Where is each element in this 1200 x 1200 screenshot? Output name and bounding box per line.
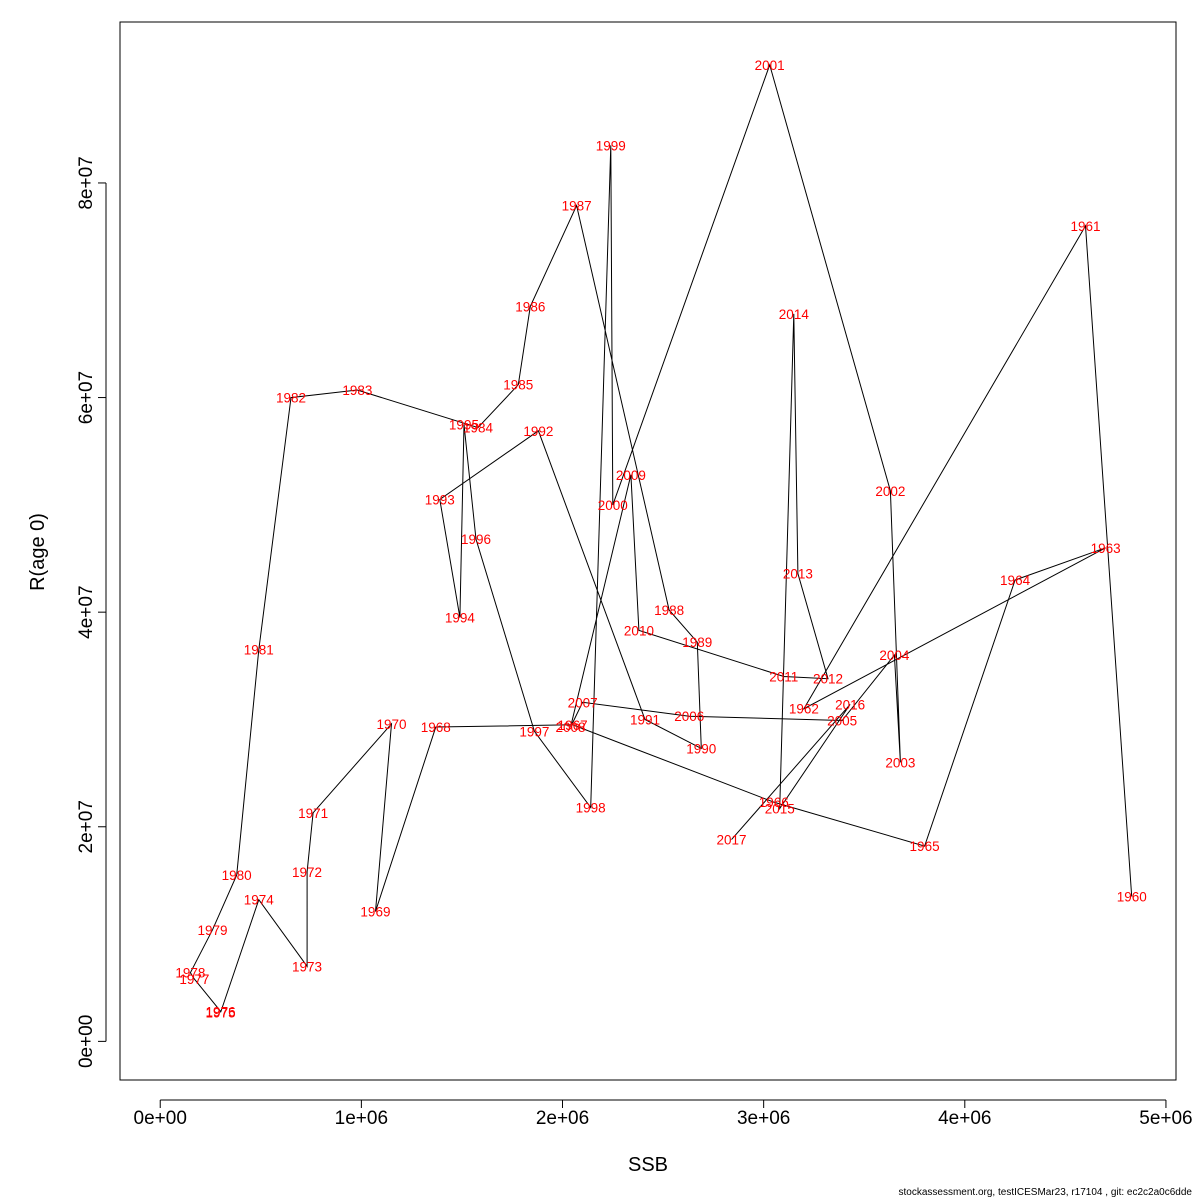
- year-label-1999: 1999: [596, 138, 626, 153]
- recruitment-trajectory-line: [189, 63, 1133, 1013]
- year-label-2012: 2012: [813, 672, 843, 687]
- year-label-1993: 1993: [425, 492, 455, 507]
- year-label-1980: 1980: [222, 868, 252, 883]
- year-label-1985: 1985: [503, 378, 533, 393]
- year-label-1984: 1984: [463, 421, 494, 436]
- year-label-1988: 1988: [654, 603, 684, 618]
- year-label-1969: 1969: [360, 905, 390, 920]
- year-label-1970: 1970: [377, 717, 407, 732]
- year-label-2013: 2013: [783, 567, 813, 582]
- year-label-1979: 1979: [198, 923, 228, 938]
- year-label-2001: 2001: [755, 58, 785, 73]
- year-label-2009: 2009: [616, 468, 646, 483]
- year-label-1981: 1981: [244, 643, 274, 658]
- year-label-1998: 1998: [576, 800, 606, 815]
- year-label-2010: 2010: [624, 623, 654, 638]
- year-label-2003: 2003: [885, 755, 915, 770]
- year-label-1977: 1977: [179, 972, 209, 987]
- year-label-1976: 1976: [206, 1004, 236, 1019]
- year-label-1994: 1994: [445, 611, 476, 626]
- year-label-2004: 2004: [879, 648, 910, 663]
- plot-frame: [119, 21, 1177, 1081]
- year-label-2015: 2015: [765, 802, 795, 817]
- year-label-2007: 2007: [568, 695, 598, 710]
- x-axis-title: SSB: [628, 1154, 668, 1176]
- year-label-2005: 2005: [827, 714, 857, 729]
- y-tick-label: 4e+07: [76, 585, 97, 638]
- year-label-1997: 1997: [519, 724, 549, 739]
- y-tick-label: 8e+07: [76, 156, 97, 209]
- x-tick-label: 1e+06: [335, 1108, 388, 1129]
- year-label-1964: 1964: [1000, 573, 1031, 588]
- year-label-1990: 1990: [686, 741, 716, 756]
- year-label-1973: 1973: [292, 959, 322, 974]
- year-label-2006: 2006: [674, 709, 704, 724]
- y-tick-label: 2e+07: [76, 800, 97, 853]
- year-label-1960: 1960: [1117, 890, 1147, 905]
- year-label-1967: 1967: [558, 718, 588, 733]
- year-label-1986: 1986: [515, 299, 545, 314]
- year-label-1989: 1989: [682, 635, 712, 650]
- year-label-1971: 1971: [298, 806, 328, 821]
- year-label-1962: 1962: [789, 702, 819, 717]
- credit-footer: stockassessment.org, testICESMar23, r171…: [898, 1187, 1193, 1198]
- y-axis-title: R(age 0): [27, 513, 49, 591]
- x-tick-label: 0e+00: [134, 1108, 187, 1129]
- year-label-1966: 1966: [759, 795, 789, 810]
- x-tick-label: 4e+06: [938, 1108, 991, 1129]
- year-label-2011: 2011: [769, 670, 798, 685]
- x-tick-label: 5e+06: [1139, 1108, 1192, 1129]
- year-label-1963: 1963: [1091, 541, 1121, 556]
- year-label-1982: 1982: [276, 391, 306, 406]
- year-label-1968: 1968: [421, 720, 451, 735]
- year-label-2000: 2000: [598, 498, 628, 513]
- year-label-1991: 1991: [630, 712, 660, 727]
- x-tick-label: 2e+06: [536, 1108, 589, 1129]
- year-label-2014: 2014: [779, 307, 810, 322]
- year-label-1975: 1975: [206, 1005, 236, 1020]
- year-label-1992: 1992: [523, 424, 553, 439]
- year-label-2016: 2016: [835, 697, 865, 712]
- year-label-1961: 1961: [1070, 219, 1100, 234]
- year-label-1983: 1983: [342, 383, 372, 398]
- year-label-1965: 1965: [910, 839, 940, 854]
- year-label-1996: 1996: [461, 532, 491, 547]
- y-tick-label: 0e+00: [76, 1015, 97, 1068]
- year-label-2008: 2008: [556, 720, 586, 735]
- year-label-1974: 1974: [244, 893, 275, 908]
- year-label-1972: 1972: [292, 865, 322, 880]
- year-label-2017: 2017: [716, 833, 746, 848]
- y-tick-label: 6e+07: [76, 371, 97, 424]
- year-label-1987: 1987: [562, 198, 592, 213]
- year-label-1995: 1995: [449, 417, 479, 432]
- x-tick-label: 3e+06: [737, 1108, 790, 1129]
- year-label-2002: 2002: [875, 484, 905, 499]
- year-label-1978: 1978: [175, 966, 205, 981]
